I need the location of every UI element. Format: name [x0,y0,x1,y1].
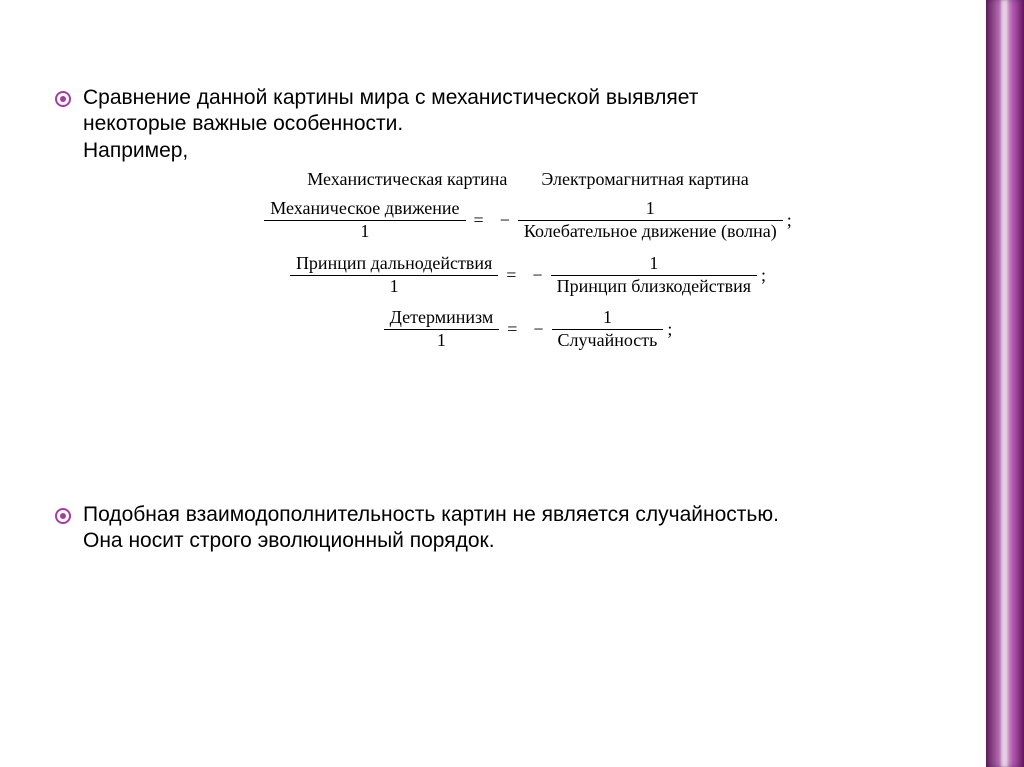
num: Принцип дальнодействия [290,253,498,275]
equals-sign: = [506,264,516,287]
fraction-right-3: 1 Случайность [552,307,664,352]
num: 1 [640,198,661,220]
bullet-item-1: Сравнение данной картины мира с механист… [55,85,935,352]
den: Случайность [552,330,664,352]
num: Детерминизм [384,307,500,329]
fraction-left-3: Детерминизм 1 [384,307,500,352]
equals-sign: = [474,209,484,232]
num: 1 [643,253,664,275]
fraction-right-2: 1 Принцип близкодействия [551,253,757,298]
den: 1 [384,276,405,298]
equals-sign: = [507,318,517,341]
num: 1 [597,307,618,329]
bullet-item-2: Подобная взаимодополнительность картин н… [55,502,935,555]
formula-block: Механистическая картина Электромагнитная… [178,168,878,352]
bullet1-line2: некоторые важные особенности. [83,111,935,137]
decorative-right-border [986,0,1024,767]
bullet-icon [55,91,71,107]
content-area: Сравнение данной картины мира с механист… [55,85,935,573]
minus-sign: − [500,209,510,232]
den: 1 [354,221,375,243]
bullet1-line3: Например, [83,138,935,164]
equation-row-2: Принцип дальнодействия 1 = − 1 Принцип б… [178,253,878,298]
equation-row-1: Механическое движение 1 = − 1 Колебатель… [178,198,878,243]
bullet-icon [55,508,71,524]
semicolon: ; [667,318,672,341]
equation-row-3: Детерминизм 1 = − 1 Случайность ; [178,307,878,352]
den: Принцип близкодействия [551,276,757,298]
semicolon: ; [787,209,792,232]
den: Колебательное движение (волна) [518,221,783,243]
header-left: Механистическая картина [307,168,507,191]
num: Механическое движение [264,198,465,220]
bullet1-line1: Сравнение данной картины мира с механист… [83,85,935,111]
bullet-list: Сравнение данной картины мира с механист… [55,85,935,555]
semicolon: ; [761,264,766,287]
formula-headers: Механистическая картина Электромагнитная… [178,168,878,191]
fraction-left-2: Принцип дальнодействия 1 [290,253,498,298]
bullet2-line2: Она носит строго эволюционный порядок. [83,528,935,554]
fraction-left-1: Механическое движение 1 [264,198,465,243]
slide: Сравнение данной картины мира с механист… [0,0,1024,767]
bullet2-line1: Подобная взаимодополнительность картин н… [83,502,935,528]
header-right: Электромагнитная картина [541,168,748,191]
minus-sign: − [532,264,542,287]
fraction-right-1: 1 Колебательное движение (волна) [518,198,783,243]
den: 1 [431,330,452,352]
minus-sign: − [533,318,543,341]
